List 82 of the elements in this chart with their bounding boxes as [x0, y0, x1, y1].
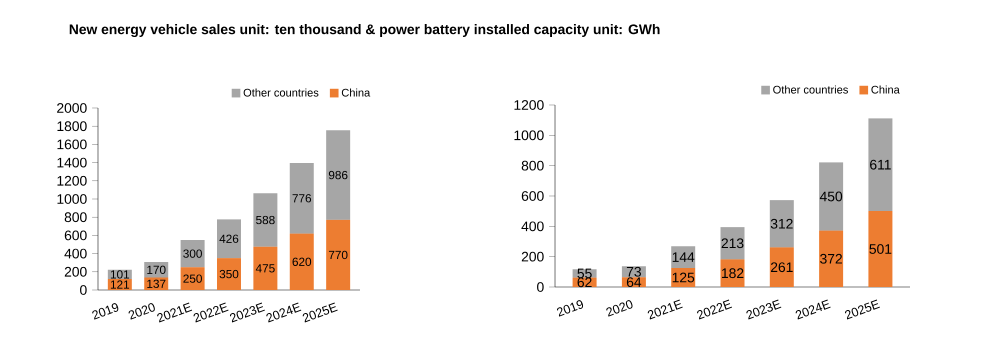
y-tick-label: 600 [64, 230, 87, 240]
bar [770, 247, 794, 287]
data-label: 170 [147, 266, 166, 274]
data-label: 64 [626, 277, 642, 288]
data-label: 137 [147, 280, 166, 288]
x-tick-label: 2024E [796, 300, 831, 320]
x-tick-label: 2020 [606, 300, 633, 317]
y-tick-label: 600 [522, 191, 544, 201]
bar [180, 240, 205, 268]
data-label: 350 [220, 270, 238, 278]
bar [326, 220, 350, 290]
data-label: 450 [820, 192, 842, 202]
y-tick-label: 400 [521, 221, 544, 232]
chart-title: New energy vehicle sales unit: ten thousand & power battery installed capacity unit: GWh [70, 24, 660, 38]
bar [290, 162, 314, 234]
data-label: 250 [183, 274, 202, 283]
bar [180, 267, 205, 290]
data-label: 475 [256, 264, 275, 272]
data-label: 121 [110, 280, 130, 289]
bar [770, 200, 794, 248]
y-tick-label: 400 [64, 248, 87, 258]
legend-label: Other countries [773, 85, 848, 94]
data-label: 986 [328, 170, 348, 180]
x-tick-label: 2023E [746, 300, 782, 320]
legend-label: Other countries [244, 88, 318, 97]
bar [868, 118, 892, 212]
bar [253, 246, 278, 290]
y-tick-label: 0 [80, 285, 87, 295]
data-label: 182 [722, 268, 744, 278]
data-label: 213 [722, 238, 744, 248]
data-label: 770 [328, 250, 348, 260]
y-tick-label: 1400 [57, 158, 87, 168]
y-tick-label: 1000 [514, 130, 544, 140]
data-label: 125 [672, 272, 694, 282]
bar [326, 130, 350, 220]
bar [217, 219, 241, 258]
x-tick-label: 2019 [556, 300, 584, 317]
data-label: 144 [672, 252, 694, 262]
data-label: 588 [256, 216, 275, 224]
x-tick-label: 2024E [266, 302, 302, 322]
legend-label: China [342, 88, 370, 97]
data-label: 73 [626, 266, 641, 277]
x-tick-label: 2025E [302, 302, 338, 322]
bar [819, 162, 844, 231]
bar [253, 193, 278, 247]
y-tick-label: 1200 [57, 176, 87, 186]
y-tick-label: 200 [64, 266, 87, 277]
x-tick-label: 2021E [648, 300, 683, 320]
data-label: 426 [219, 234, 238, 243]
data-label: 372 [820, 254, 842, 264]
data-label: 312 [770, 218, 793, 229]
bar [290, 234, 314, 290]
x-tick-label: 2023E [230, 302, 265, 322]
data-label: 620 [292, 258, 312, 266]
y-tick-label: 800 [522, 160, 544, 171]
x-tick-label: 2022E [697, 300, 732, 320]
y-tick-label: 200 [522, 252, 544, 262]
y-tick-label: 2000 [57, 103, 87, 113]
x-tick-label: 2022E [194, 302, 229, 322]
data-label: 776 [292, 194, 312, 202]
y-tick-label: 800 [64, 212, 87, 222]
y-tick-label: 1800 [57, 121, 87, 132]
y-tick-label: 0 [537, 282, 544, 292]
bar [720, 227, 745, 260]
x-tick-label: 2025E [844, 300, 880, 320]
y-tick-label: 1000 [57, 194, 87, 204]
data-label: 62 [578, 277, 592, 288]
data-label: 261 [770, 262, 793, 272]
x-tick-label: 2019 [92, 303, 118, 320]
data-label: 611 [870, 160, 891, 170]
bar [217, 258, 241, 290]
data-label: 101 [110, 270, 130, 279]
bar [819, 230, 844, 287]
data-label: 300 [183, 249, 202, 258]
y-tick-label: 1200 [514, 100, 544, 110]
legend-label: China [871, 85, 900, 94]
x-tick-label: 2020 [128, 303, 155, 320]
y-tick-label: 1600 [57, 140, 87, 150]
data-label: 55 [577, 268, 592, 278]
data-label: 501 [869, 244, 892, 254]
bar [868, 211, 892, 287]
x-tick-label: 2021E [157, 302, 192, 322]
